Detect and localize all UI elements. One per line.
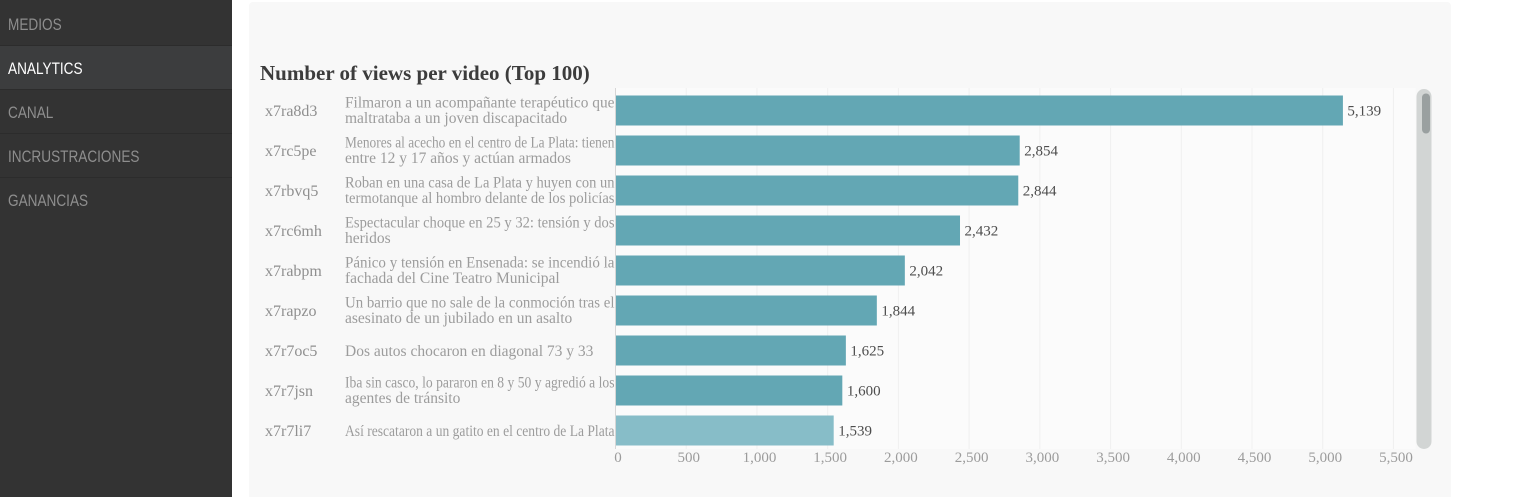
svg-text:Así rescataron a un gatito en: Así rescataron a un gatito en el centro … — [345, 423, 615, 440]
svg-text:1,539: 1,539 — [838, 424, 872, 440]
svg-text:5,500: 5,500 — [1379, 450, 1413, 466]
svg-text:3,000: 3,000 — [1025, 450, 1059, 466]
svg-text:1,600: 1,600 — [847, 384, 881, 400]
svg-text:2,844: 2,844 — [1023, 184, 1057, 200]
svg-text:2,042: 2,042 — [909, 264, 943, 280]
svg-text:x7rc6mh: x7rc6mh — [265, 223, 322, 240]
svg-text:1,000: 1,000 — [743, 450, 777, 466]
svg-text:2,000: 2,000 — [884, 450, 918, 466]
svg-text:maltrataba a un joven discapac: maltrataba a un joven discapacitado — [345, 110, 567, 127]
svg-text:1,844: 1,844 — [881, 304, 915, 320]
svg-text:Iba sin casco, lo pararon en 8: Iba sin casco, lo pararon en 8 y 50 y ag… — [345, 375, 615, 392]
svg-text:1,500: 1,500 — [813, 450, 847, 466]
svg-text:5,139: 5,139 — [1347, 104, 1381, 120]
svg-text:4,000: 4,000 — [1167, 450, 1201, 466]
svg-text:3,500: 3,500 — [1096, 450, 1130, 466]
svg-text:x7r7li7: x7r7li7 — [265, 423, 311, 440]
svg-text:x7r7jsn: x7r7jsn — [265, 383, 313, 400]
svg-text:Dos autos chocaron en diagonal: Dos autos chocaron en diagonal 73 y 33 — [345, 343, 594, 360]
svg-text:2,500: 2,500 — [955, 450, 989, 466]
svg-text:fachada del Cine Teatro Munici: fachada del Cine Teatro Municipal — [345, 270, 560, 287]
svg-text:x7rbvq5: x7rbvq5 — [265, 183, 318, 200]
svg-text:x7r7oc5: x7r7oc5 — [265, 343, 317, 360]
svg-text:x7rc5pe: x7rc5pe — [265, 143, 317, 160]
svg-text:5,000: 5,000 — [1308, 450, 1342, 466]
svg-text:Filmaron a un acompañante tera: Filmaron a un acompañante terapéutico qu… — [345, 95, 615, 112]
svg-text:x7rapzo: x7rapzo — [265, 303, 317, 320]
svg-text:termotanque al hombro delante: termotanque al hombro delante de los pol… — [345, 190, 615, 207]
svg-text:Espectacular choque en 25 y 32: Espectacular choque en 25 y 32: tensión … — [345, 215, 615, 232]
svg-text:0: 0 — [614, 450, 622, 466]
svg-text:2,432: 2,432 — [965, 224, 999, 240]
svg-text:Un barrio que no sale de la co: Un barrio que no sale de la conmoción tr… — [345, 295, 615, 312]
svg-text:asesinato de un jubilado en un: asesinato de un jubilado en un asalto — [345, 310, 573, 327]
svg-text:x7rabpm: x7rabpm — [265, 263, 322, 280]
svg-text:Menores al acecho en el centro: Menores al acecho en el centro de La Pla… — [345, 135, 615, 152]
svg-text:Roban en una casa de La Plata: Roban en una casa de La Plata y huyen co… — [345, 175, 615, 192]
svg-text:x7ra8d3: x7ra8d3 — [265, 103, 317, 120]
svg-text:heridos: heridos — [345, 230, 391, 247]
svg-text:entre 12 y 17 años y actúan ar: entre 12 y 17 años y actúan armados — [345, 150, 571, 167]
svg-text:1,625: 1,625 — [850, 344, 884, 360]
svg-text:500: 500 — [677, 450, 700, 466]
svg-text:agentes de tránsito: agentes de tránsito — [345, 390, 461, 407]
svg-text:2,854: 2,854 — [1024, 144, 1058, 160]
svg-text:Pánico y tensión en Ensenada:: Pánico y tensión en Ensenada: se incendi… — [345, 255, 615, 272]
svg-text:4,500: 4,500 — [1238, 450, 1272, 466]
